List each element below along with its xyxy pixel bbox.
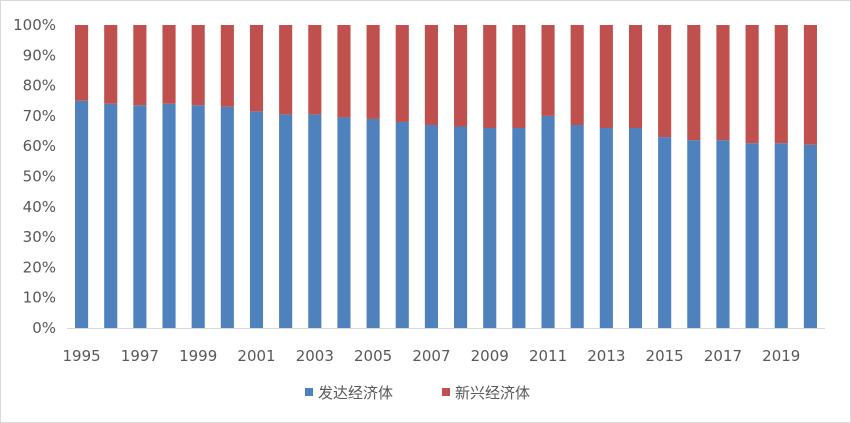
- bar-developed-2002: [279, 114, 293, 328]
- legend-swatch: [305, 388, 313, 396]
- bar-emerging-2011: [541, 25, 555, 116]
- bar-developed-2013: [599, 128, 613, 328]
- y-tick-label: 10%: [23, 289, 56, 307]
- bar-developed-2020: [803, 144, 817, 328]
- bar-emerging-2012: [570, 25, 584, 125]
- bar-emerging-2005: [366, 25, 380, 119]
- legend-item-emerging: 新兴经济体: [442, 384, 530, 402]
- bar-emerging-1995: [75, 25, 89, 101]
- bar-developed-2015: [658, 137, 672, 328]
- bar-emerging-2013: [599, 25, 613, 129]
- x-tick-label: 2017: [704, 347, 742, 365]
- bar-developed-2005: [366, 118, 380, 329]
- bar-emerging-1999: [191, 25, 205, 106]
- bar-developed-2001: [249, 111, 264, 328]
- x-tick-label: 2001: [237, 347, 275, 365]
- bar-developed-2017: [716, 140, 730, 328]
- x-tick-label: 2007: [412, 347, 450, 365]
- bar-emerging-2019: [774, 25, 788, 144]
- x-tick-label: 1999: [179, 347, 217, 365]
- bar-developed-1999: [191, 105, 205, 328]
- bar-developed-2011: [541, 115, 555, 329]
- bar-emerging-2004: [337, 25, 351, 118]
- legend-label: 新兴经济体: [455, 384, 530, 402]
- bar-emerging-2020: [803, 25, 817, 145]
- bar-developed-1995: [75, 100, 89, 328]
- bar-emerging-2008: [454, 25, 468, 127]
- y-tick-label: 20%: [23, 258, 56, 276]
- bar-emerging-2014: [628, 25, 643, 129]
- y-tick-label: 50%: [23, 168, 56, 186]
- bar-developed-1996: [104, 103, 118, 328]
- y-tick-label: 70%: [23, 107, 56, 125]
- bar-developed-1997: [133, 105, 147, 328]
- bar-emerging-2016: [687, 25, 701, 141]
- bar-emerging-2006: [395, 25, 409, 122]
- bar-developed-2004: [337, 117, 351, 328]
- bar-developed-2019: [774, 143, 788, 328]
- y-tick-label: 40%: [23, 198, 56, 216]
- x-tick-label: 2013: [587, 347, 625, 365]
- x-tick-label: 2005: [354, 347, 392, 365]
- bar-developed-2009: [483, 128, 497, 328]
- bar-emerging-2009: [483, 25, 497, 129]
- x-tick-label: 1995: [62, 347, 100, 365]
- bar-emerging-2007: [424, 25, 438, 125]
- bar-developed-2016: [687, 140, 701, 328]
- bar-developed-2003: [308, 114, 322, 328]
- bar-emerging-2000: [220, 25, 234, 107]
- x-tick-label: 1997: [121, 347, 159, 365]
- bar-emerging-1997: [133, 25, 147, 106]
- x-tick-label: 2003: [296, 347, 334, 365]
- bar-emerging-1996: [104, 25, 118, 104]
- y-tick-label: 100%: [13, 16, 56, 34]
- bar-emerging-2003: [308, 25, 322, 115]
- bar-developed-2006: [395, 121, 409, 329]
- bar-developed-2010: [512, 128, 526, 328]
- legend-label: 发达经济体: [318, 384, 393, 402]
- x-tick-label: 2019: [762, 347, 800, 365]
- bar-emerging-2017: [716, 25, 730, 141]
- x-tick-label: 2011: [529, 347, 567, 365]
- bar-developed-2014: [628, 128, 643, 328]
- legend-item-developed: 发达经济体: [305, 384, 393, 402]
- y-tick-label: 30%: [23, 228, 56, 246]
- y-tick-label: 90%: [23, 46, 56, 64]
- bar-developed-2007: [424, 124, 438, 329]
- bar-developed-1998: [162, 103, 176, 328]
- bar-developed-2008: [454, 126, 468, 328]
- bar-emerging-2001: [249, 25, 264, 112]
- bar-emerging-2018: [745, 25, 759, 144]
- legend-swatch: [442, 388, 450, 396]
- y-tick-label: 60%: [23, 137, 56, 155]
- bar-developed-2000: [220, 106, 234, 328]
- bar-developed-2012: [570, 124, 584, 329]
- bar-emerging-2010: [512, 25, 526, 129]
- bar-emerging-2002: [279, 25, 293, 115]
- bar-emerging-2015: [658, 25, 672, 138]
- bar-emerging-1998: [162, 25, 176, 104]
- x-tick-label: 2009: [471, 347, 509, 365]
- legend: 发达经济体 新兴经济体: [305, 384, 530, 402]
- bar-developed-2018: [745, 143, 759, 328]
- y-tick-label: 80%: [23, 77, 56, 95]
- y-tick-label: 0%: [32, 319, 56, 337]
- bars-layer: [75, 25, 817, 329]
- x-tick-label: 2015: [646, 347, 684, 365]
- x-axis: 1995 1997 1999 2001 2003 2005 2007 2009 2011 2013…: [62, 328, 825, 365]
- y-axis: 0% 10% 20% 30% 40% 50% 60% 70% 80% 90% 100%: [13, 16, 56, 337]
